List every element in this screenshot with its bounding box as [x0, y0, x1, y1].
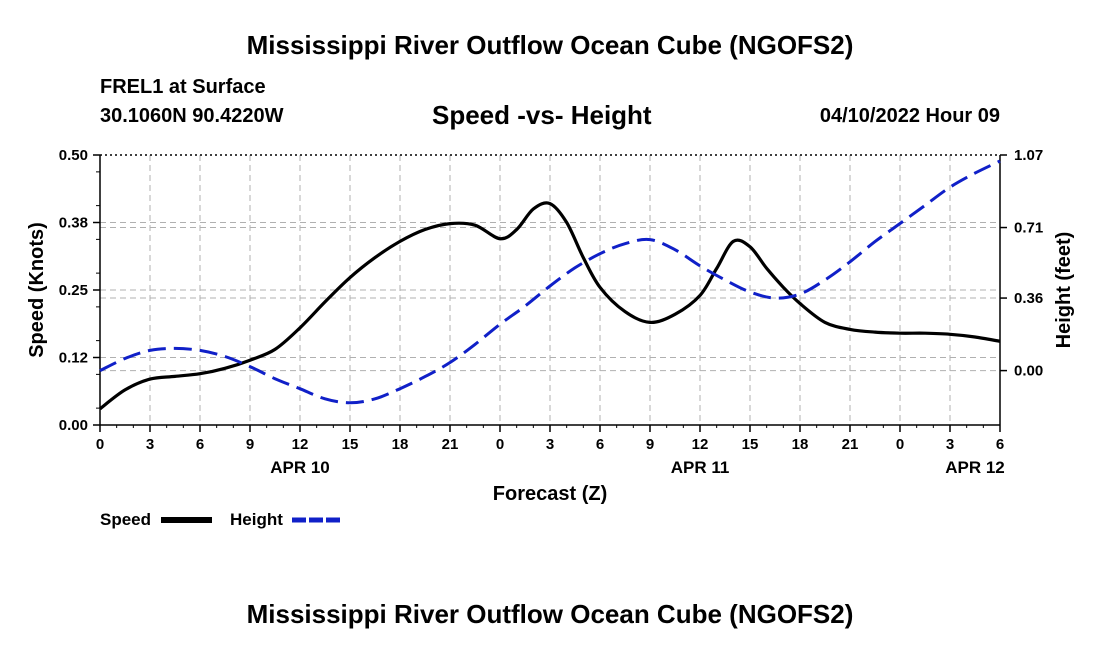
legend-label-speed: Speed [100, 510, 151, 529]
footer-title: Mississippi River Outflow Ocean Cube (NG… [246, 599, 854, 629]
x-tick-label: 0 [496, 436, 504, 453]
x-tick-label: 0 [896, 436, 904, 453]
y-tick-label: 0.00 [59, 417, 88, 434]
y-tick-label: 0.50 [59, 147, 88, 164]
x-tick-label: 12 [292, 436, 309, 453]
y-tick-label: 0.12 [59, 350, 88, 367]
x-tick-label: 9 [646, 436, 654, 453]
x-tick-label: 18 [392, 436, 409, 453]
x-tick-label: 18 [792, 436, 809, 453]
y2-tick-label: 0.00 [1014, 363, 1043, 380]
y2-tick-label: 0.71 [1014, 220, 1043, 237]
y-tick-label: 0.25 [59, 282, 88, 299]
y-tick-label: 0.38 [59, 215, 88, 232]
x-tick-label: 0 [96, 436, 104, 453]
legend-label-height: Height [230, 510, 283, 529]
y-axis-title: Speed (Knots) [26, 222, 48, 358]
station-coords: 30.1060N 90.4220W [100, 105, 284, 127]
x-tick-label: 6 [196, 436, 204, 453]
page-title: Mississippi River Outflow Ocean Cube (NG… [246, 30, 854, 60]
x-tick-label: 15 [342, 436, 359, 453]
x-tick-label: 3 [546, 436, 554, 453]
x-tick-label: 6 [996, 436, 1004, 453]
forecast-datetime: 04/10/2022 Hour 09 [819, 105, 1000, 127]
station-label: FREL1 at Surface [100, 76, 266, 98]
date-label: APR 11 [671, 458, 730, 477]
x-tick-label: 21 [842, 436, 859, 453]
x-axis-title: Forecast (Z) [493, 483, 607, 505]
date-label: APR 12 [945, 458, 1005, 477]
date-label: APR 10 [270, 458, 330, 477]
x-tick-label: 3 [146, 436, 154, 453]
x-tick-label: 6 [596, 436, 604, 453]
series-line-height [99, 159, 1001, 405]
series-line-speed [99, 201, 1001, 411]
x-tick-label: 15 [742, 436, 759, 453]
x-tick-label: 12 [692, 436, 709, 453]
y2-tick-label: 1.07 [1014, 147, 1043, 164]
y2-tick-label: 0.36 [1014, 290, 1043, 307]
x-tick-label: 3 [946, 436, 954, 453]
x-tick-label: 21 [442, 436, 459, 453]
chart-title: Speed -vs- Height [432, 100, 652, 130]
x-tick-label: 9 [246, 436, 254, 453]
y2-axis-title: Height (feet) [1053, 232, 1075, 349]
